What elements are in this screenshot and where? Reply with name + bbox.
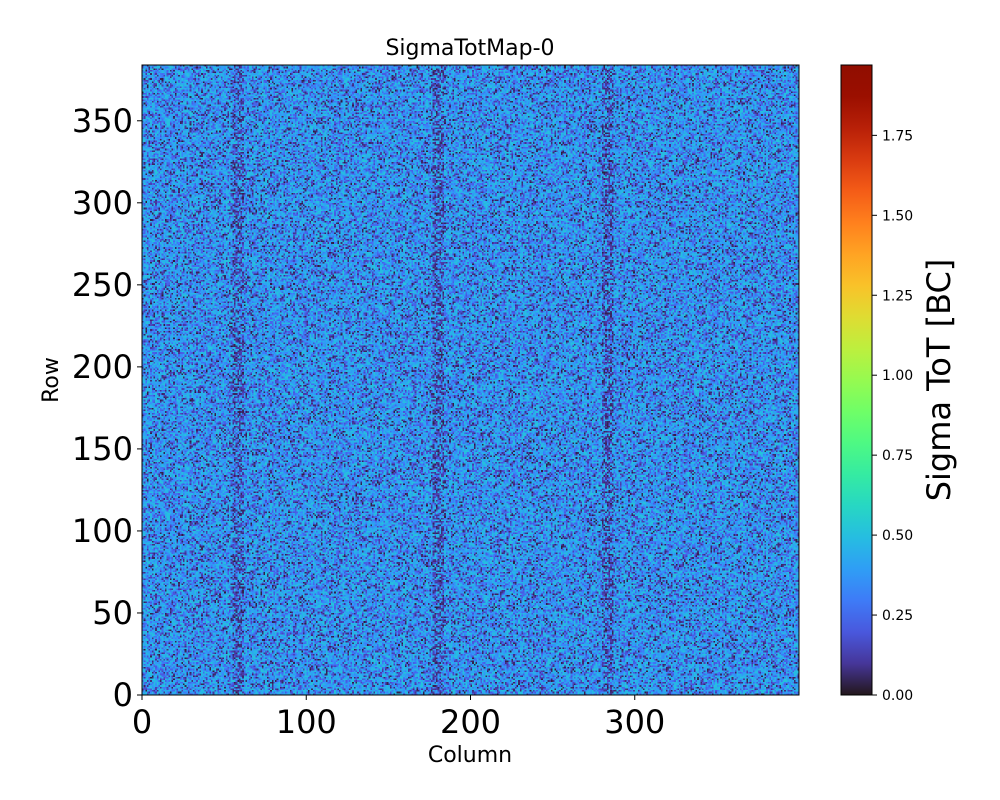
colorbar-tick-label: 0.75 — [882, 448, 913, 464]
colorbar-tick-label: 0.25 — [882, 608, 913, 624]
colorbar-frame — [840, 64, 873, 696]
colorbar-label: Sigma ToT [BC] — [920, 259, 958, 502]
colorbar-tick-label: 0.00 — [882, 688, 913, 704]
colorbar: 0.00 0.25 0.50 0.75 1.00 1.25 1.50 1.75 Sigma T… — [840, 64, 958, 704]
y-axis-label: Row — [39, 357, 64, 403]
heatmap-plot-area — [141, 64, 800, 696]
y-tick-label: 0 — [113, 676, 133, 714]
y-tick-label: 200 — [72, 348, 133, 386]
x-tick-label: 200 — [440, 703, 501, 741]
y-tick-label: 300 — [72, 184, 133, 222]
colorbar-tick-label: 1.25 — [882, 288, 913, 304]
x-axis-ticks: 0 100 200 300 — [132, 695, 665, 741]
y-axis-ticks: 0 50 100 150 200 250 300 350 — [72, 102, 142, 714]
y-tick-label: 150 — [72, 430, 133, 468]
y-tick-label: 350 — [72, 102, 133, 140]
colorbar-tick-label: 1.00 — [882, 368, 913, 384]
x-tick-label: 100 — [276, 703, 337, 741]
colorbar-tick-label: 1.50 — [882, 208, 913, 224]
y-tick-label: 250 — [72, 266, 133, 304]
x-tick-label: 300 — [604, 703, 665, 741]
colorbar-tick-label: 1.75 — [882, 128, 913, 144]
y-tick-label: 50 — [92, 594, 133, 632]
colorbar-tick-label: 0.50 — [882, 528, 913, 544]
colorbar-ticks: 0.00 0.25 0.50 0.75 1.00 1.25 1.50 1.75 — [872, 128, 913, 704]
y-tick-label: 100 — [72, 512, 133, 550]
x-tick-label: 0 — [132, 703, 152, 741]
colorbar-gradient — [841, 65, 872, 695]
heatmap-image — [142, 65, 799, 695]
chart-title: SigmaTotMap-0 — [385, 36, 554, 61]
x-axis-label: Column — [428, 743, 512, 768]
